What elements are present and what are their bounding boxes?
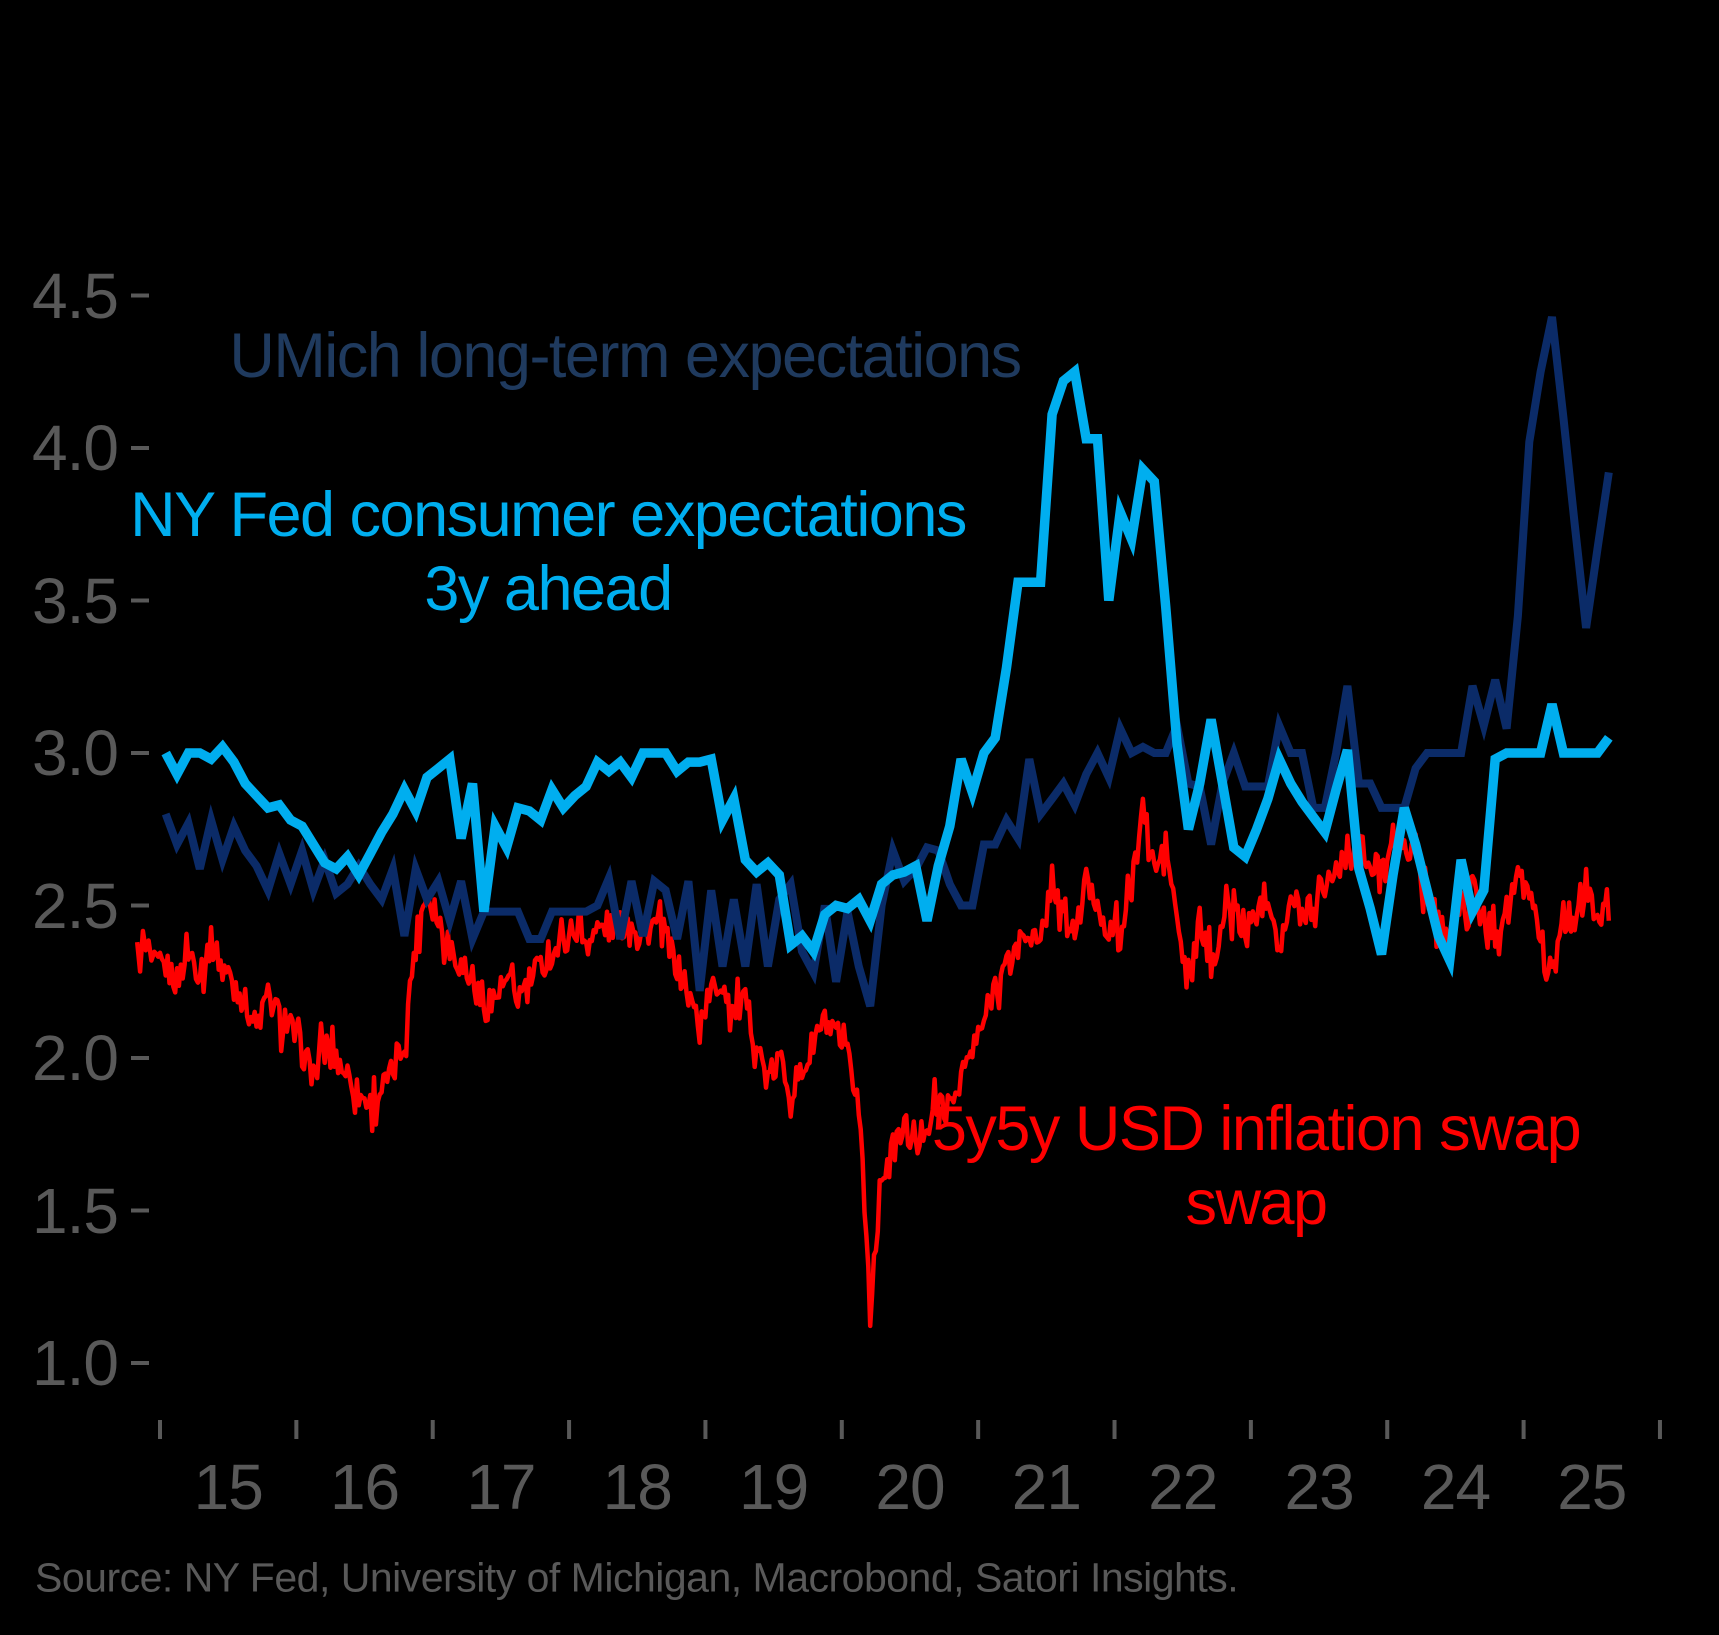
swap-series-label-line1: 5y5y USD inflation swap bbox=[931, 1094, 1582, 1164]
x-axis-tick-label: 20 bbox=[875, 1451, 945, 1523]
nyfed-series-label-line1: NY Fed consumer expectations bbox=[130, 480, 967, 550]
nyfed-series-label-line2: 3y ahead bbox=[424, 554, 673, 624]
y-axis-tick-label: 2.5 bbox=[32, 869, 119, 942]
y-axis-tick-label: 1.5 bbox=[32, 1174, 119, 1247]
x-axis-tick-label: 24 bbox=[1420, 1451, 1491, 1523]
nyfed-series-label: NY Fed consumer expectations 3y ahead bbox=[130, 478, 967, 626]
x-axis-tick-label: 18 bbox=[602, 1451, 673, 1523]
swap-series-line bbox=[134, 796, 1612, 1329]
swap-series-label-line2: swap bbox=[1185, 1168, 1328, 1238]
y-axis-tick-label: 4.5 bbox=[32, 259, 119, 332]
x-axis-tick-label: 17 bbox=[466, 1451, 536, 1523]
x-axis-tick-label: 23 bbox=[1284, 1451, 1354, 1523]
y-axis-tick-label: 3.5 bbox=[32, 564, 119, 637]
x-axis-tick-label: 16 bbox=[329, 1451, 400, 1523]
nyfed-series-line bbox=[161, 363, 1613, 978]
y-axis-tick-label: 4.0 bbox=[32, 412, 119, 484]
x-axis-tick-label: 15 bbox=[193, 1451, 264, 1523]
x-axis-tick-label: 19 bbox=[739, 1451, 809, 1523]
y-axis-tick-label: 3.0 bbox=[32, 717, 119, 789]
y-axis-tick-label: 1.0 bbox=[32, 1327, 119, 1399]
source-note: Source: NY Fed, University of Michigan, … bbox=[35, 1554, 1239, 1601]
umich-series-label: UMich long-term expectations bbox=[229, 321, 1022, 391]
x-axis-tick-label: 21 bbox=[1011, 1451, 1082, 1523]
y-axis-tick-label: 2.0 bbox=[32, 1022, 119, 1094]
x-axis-tick-label: 25 bbox=[1557, 1451, 1627, 1523]
x-axis-tick-label: 22 bbox=[1148, 1451, 1218, 1523]
swap-series-label: 5y5y USD inflation swap swap bbox=[931, 1092, 1582, 1240]
